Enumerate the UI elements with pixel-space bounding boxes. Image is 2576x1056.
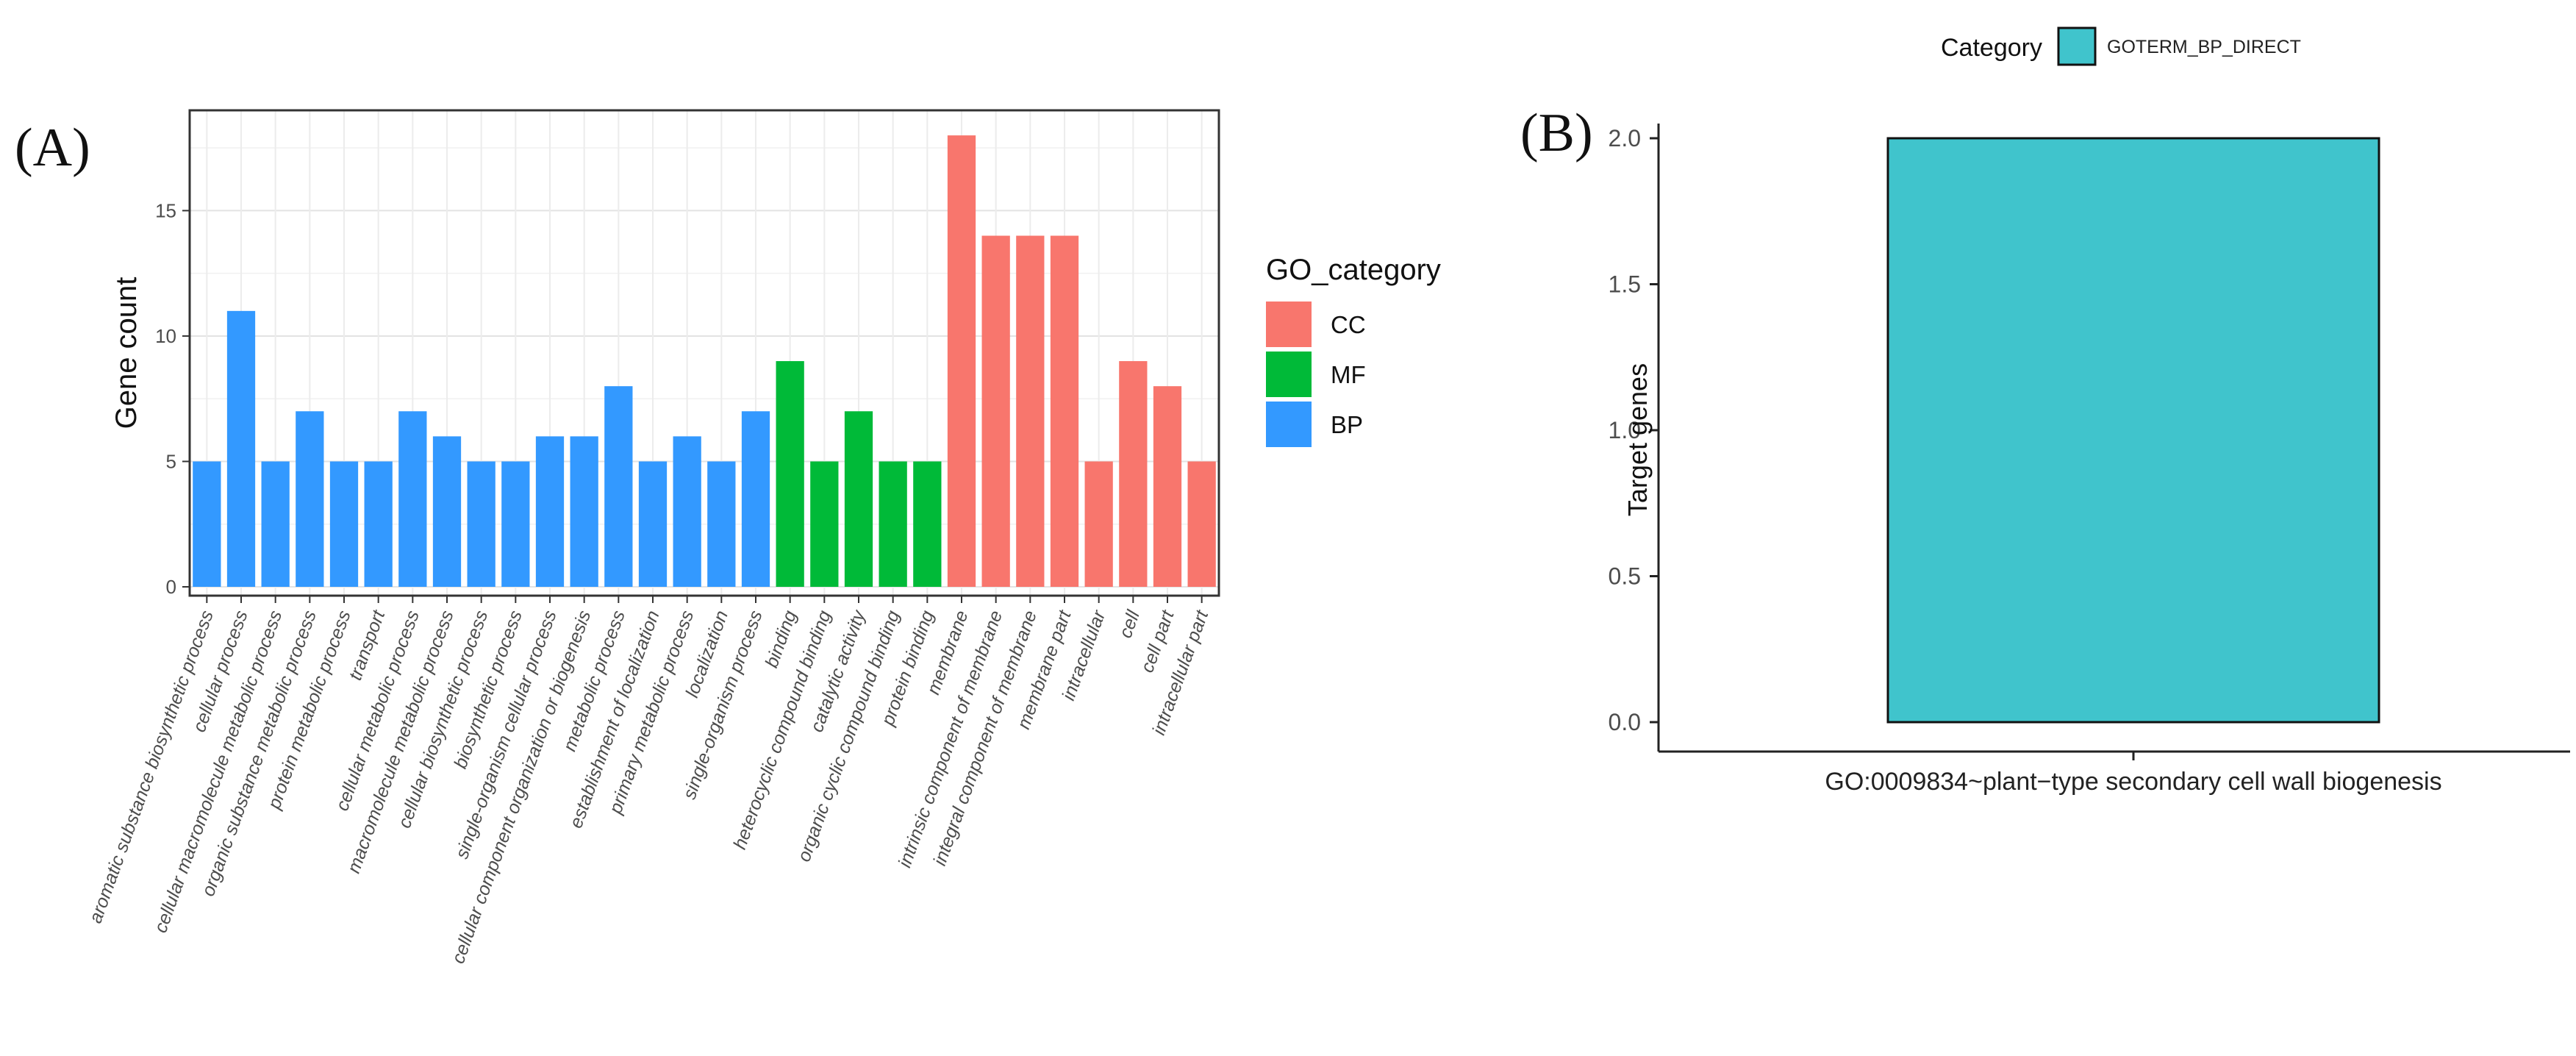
x-tick-label: GO:0009834~plant−type secondary cell wal… bbox=[1825, 768, 2441, 796]
panel-b-legend: Category GOTERM_BP_DIRECT bbox=[1941, 26, 2301, 66]
panel-a-plot-border bbox=[188, 109, 1220, 597]
bar-cc bbox=[1050, 235, 1079, 587]
panel-b-label: (B) bbox=[1520, 103, 1593, 163]
bar-bp bbox=[261, 461, 290, 587]
bar-mf bbox=[776, 361, 804, 587]
legend-label-cc: CC bbox=[1331, 311, 1366, 338]
bar-bp bbox=[707, 461, 736, 587]
y-tick-label: 5 bbox=[166, 450, 176, 472]
bar-bp bbox=[329, 461, 359, 587]
bar-bp bbox=[398, 411, 427, 587]
y-tick-label: 2.0 bbox=[1609, 125, 1641, 151]
bar-goterm-bp-direct bbox=[1886, 137, 2380, 724]
bar-bp bbox=[296, 411, 324, 587]
panel-b-legend-label: GOTERM_BP_DIRECT bbox=[2107, 37, 2301, 57]
bar-bp bbox=[638, 461, 668, 587]
bar-bp bbox=[604, 386, 633, 587]
panel-a-legend: GO_category CC MF BP bbox=[1266, 254, 1441, 447]
bar-cc bbox=[947, 135, 976, 587]
x-tick-label: binding bbox=[761, 607, 801, 670]
bar-bp bbox=[570, 436, 598, 587]
panel-a-bars bbox=[193, 135, 1216, 587]
bar-bp bbox=[673, 436, 701, 587]
bar-cc bbox=[1119, 361, 1148, 587]
bar-bp bbox=[501, 461, 530, 587]
panel-a-y-axis-title: Gene count bbox=[110, 277, 143, 429]
x-tick-label: cell bbox=[1115, 607, 1145, 641]
panel-a-legend-title: GO_category bbox=[1266, 254, 1441, 286]
bar-mf bbox=[913, 461, 942, 587]
bar-bp bbox=[467, 461, 495, 587]
y-tick-label: 0 bbox=[166, 576, 176, 598]
x-tick-label: aromatic substance biosynthetic process bbox=[85, 607, 218, 926]
panel-a-y-ticks: 0 5 10 15 bbox=[155, 199, 190, 598]
panel-b-legend-title: Category bbox=[1941, 34, 2042, 62]
y-tick-label: 0.0 bbox=[1609, 709, 1641, 735]
legend-label-bp: BP bbox=[1331, 411, 1363, 438]
panel-b-y-axis-title: Target genes bbox=[1622, 363, 1653, 516]
bar-cc bbox=[1084, 461, 1113, 587]
panel-b: (B) Category GOTERM_BP_DIRECT 0.0 0.5 1.0 1… bbox=[1520, 26, 2570, 796]
panel-a-x-ticks: aromatic substance biosynthetic process c… bbox=[85, 596, 1213, 966]
bar-cc bbox=[981, 235, 1010, 587]
panel-b-x-ticks: GO:0009834~plant−type secondary cell wal… bbox=[1825, 752, 2442, 796]
panel-a-plot-area bbox=[190, 110, 1219, 596]
bar-bp bbox=[364, 461, 393, 587]
legend-swatch-cc bbox=[1266, 302, 1312, 347]
panel-b-y-ticks: 0.0 0.5 1.0 1.5 2.0 bbox=[1609, 125, 1659, 735]
bar-bp bbox=[432, 436, 462, 587]
bar-cc bbox=[1016, 235, 1045, 587]
bar-mf bbox=[879, 461, 907, 587]
legend-swatch-mf bbox=[1266, 352, 1312, 397]
panel-a-label: (A) bbox=[15, 118, 90, 178]
bar-cc bbox=[1153, 386, 1182, 587]
bar-cc bbox=[1187, 461, 1216, 587]
y-tick-label: 1.0 bbox=[1609, 417, 1641, 443]
legend-swatch-bp bbox=[1266, 402, 1312, 447]
panel-b-bars bbox=[1886, 137, 2380, 724]
y-tick-label: 15 bbox=[155, 199, 176, 221]
y-tick-label: 1.5 bbox=[1609, 271, 1641, 298]
legend-label-mf: MF bbox=[1331, 361, 1366, 388]
bar-bp bbox=[193, 461, 221, 587]
bar-bp bbox=[535, 436, 565, 587]
y-tick-label: 10 bbox=[155, 325, 176, 347]
panel-a: (A) 0 5 10 15 aromatic substance biosynthet… bbox=[15, 109, 1441, 966]
bar-mf bbox=[810, 461, 839, 587]
y-tick-label: 0.5 bbox=[1609, 563, 1641, 590]
bar-mf bbox=[844, 411, 873, 587]
legend-swatch-goterm-bp-direct bbox=[2057, 26, 2097, 66]
bar-bp bbox=[226, 310, 256, 587]
bar-bp bbox=[741, 411, 770, 587]
